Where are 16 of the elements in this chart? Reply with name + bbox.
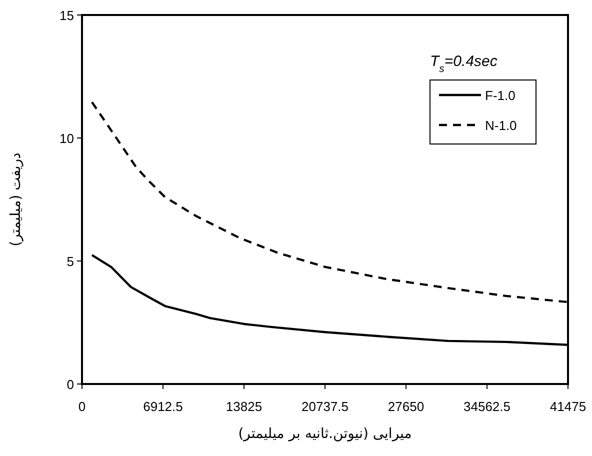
x-tick-label: 6912.5 [143,399,183,414]
y-axis-title: دریفت (میلیمتر) [8,152,24,246]
y-tick-label: 5 [66,254,74,269]
legend-label: N-1.0 [485,118,517,133]
legend-label: F-1.0 [485,88,516,103]
legend-title: T$_{s}$=0.4sec [430,53,498,75]
x-tick-label: 27650 [388,399,424,414]
x-tick-label: 13825 [226,399,262,414]
y-tick-label: 15 [60,8,74,23]
x-tick-label: 34562.5 [464,399,510,414]
x-tick-label: 20737.5 [302,399,348,414]
y-tick-label: 0 [66,377,74,392]
y-tick-label: 10 [60,131,74,146]
x-tick-label: 41475 [550,399,586,414]
x-axis-title: میرایی (نیوتن.ثانیه بر میلیمتر) [238,426,412,442]
x-tick-label: 0 [78,399,86,414]
